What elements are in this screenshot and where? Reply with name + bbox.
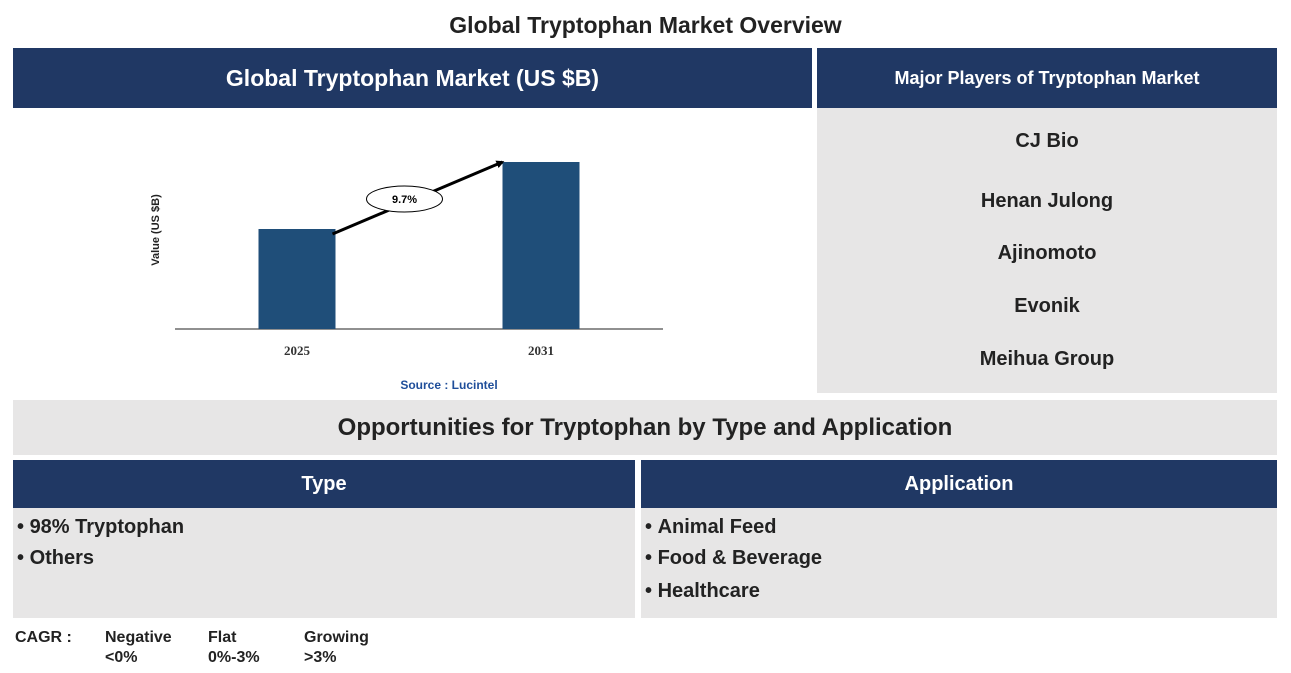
list-item: Animal Feed <box>645 516 1277 540</box>
item-label: Animal Feed <box>645 516 776 538</box>
x-tick-label: 2025 <box>284 343 311 358</box>
player-name: Henan Julong <box>980 190 1114 212</box>
annotation: 9.7% <box>392 194 417 206</box>
legend-label: Growing <box>304 629 369 646</box>
legend-item: Flat 0%-3% <box>208 628 260 668</box>
chart: Value (US $B) Source : Lucintel 2025 2031… <box>150 160 663 392</box>
list-item: Others <box>17 547 635 571</box>
bar <box>258 229 336 329</box>
type-panel: 98% Tryptophan Others <box>13 508 635 618</box>
players-header: Major Players of Tryptophan Market <box>817 48 1277 108</box>
y-axis-label: Value (US $B) <box>150 194 162 266</box>
player-name: Ajinomoto <box>997 242 1097 264</box>
legend-range: 0%-3% <box>208 649 260 666</box>
page-title: Global Tryptophan Market Overview <box>449 12 842 38</box>
players-panel: CJ Bio Henan Julong Ajinomoto Evonik Meihua … <box>817 108 1277 393</box>
type-header: Type <box>13 460 635 508</box>
legend-title: CAGR : <box>15 629 72 646</box>
player-name: CJ Bio <box>1015 130 1079 152</box>
list-item: Healthcare <box>645 580 1277 604</box>
bar <box>502 162 580 329</box>
opportunities-header: Opportunities for Tryptophan by Type and… <box>13 400 1277 455</box>
list-item: Food & Beverage <box>645 547 1277 571</box>
legend-item: Growing >3% <box>304 628 369 668</box>
legend-item: Negative <0% <box>105 628 172 668</box>
legend-range: >3% <box>304 649 337 666</box>
item-label: Healthcare <box>645 580 760 602</box>
legend-label: Flat <box>208 629 237 646</box>
legend-label: Negative <box>105 629 172 646</box>
item-label: Food & Beverage <box>645 547 822 569</box>
x-tick-label: 2031 <box>528 343 554 358</box>
item-label: 98% Tryptophan <box>17 516 184 538</box>
chart-header: Global Tryptophan Market (US $B) <box>13 48 812 108</box>
player-name: Evonik <box>1014 295 1080 317</box>
list-item: 98% Tryptophan <box>17 516 635 540</box>
annotation-bubble <box>366 185 443 213</box>
item-label: Others <box>17 547 94 569</box>
application-header: Application <box>641 460 1277 508</box>
player-name: Meihua Group <box>979 348 1115 370</box>
legend-range: <0% <box>105 649 138 666</box>
source: Source : Lucintel <box>400 378 497 392</box>
application-panel: Animal Feed Food & Beverage Healthcare <box>641 508 1277 618</box>
